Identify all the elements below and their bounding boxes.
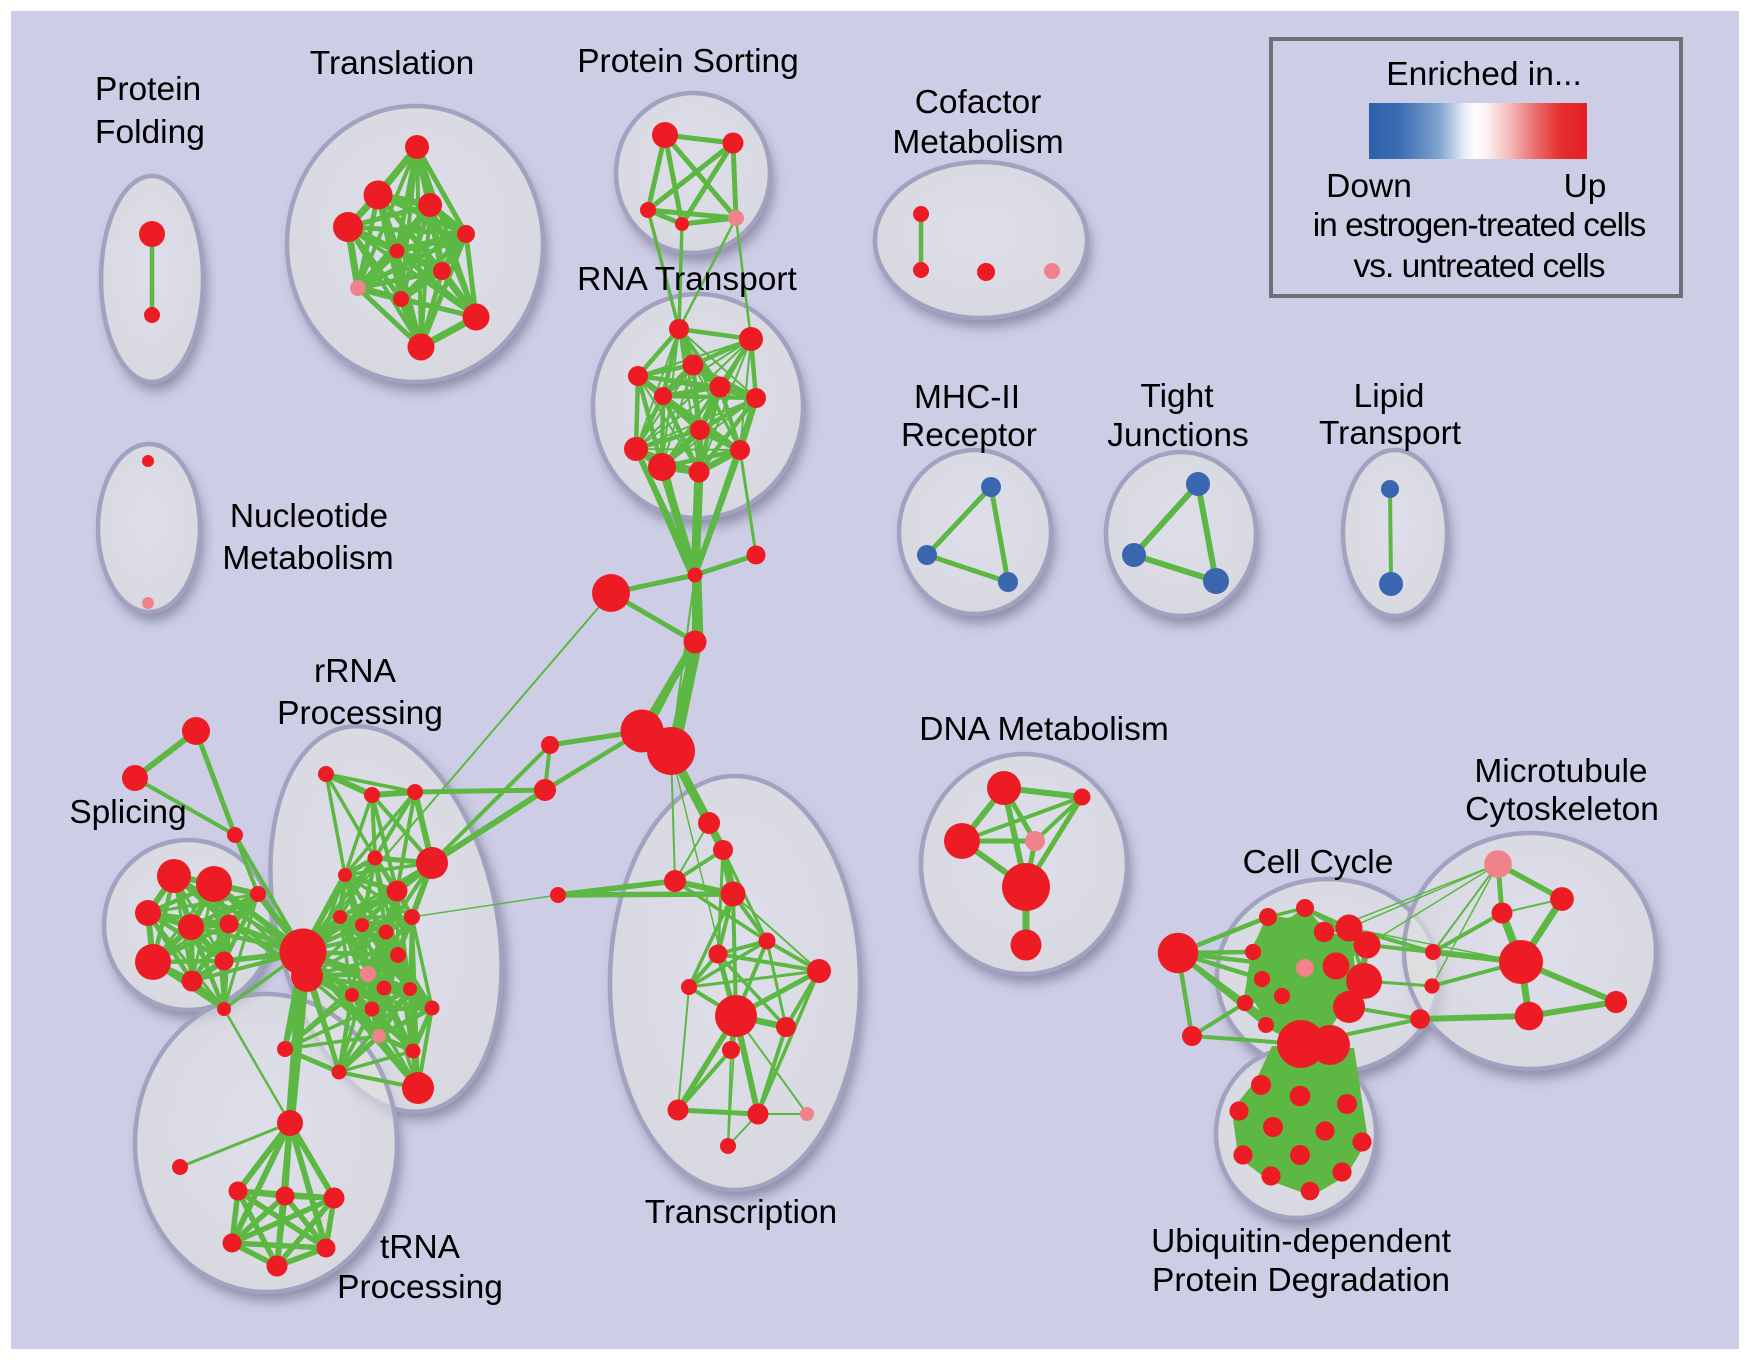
- svg-text:Nucleotide: Nucleotide: [230, 498, 388, 535]
- svg-text:Down: Down: [1326, 168, 1412, 205]
- svg-text:tRNA: tRNA: [380, 1229, 461, 1266]
- svg-text:Processing: Processing: [277, 695, 443, 732]
- svg-text:Processing: Processing: [337, 1269, 503, 1306]
- svg-text:in estrogen-treated cells: in estrogen-treated cells: [1313, 207, 1646, 244]
- svg-text:MHC-II: MHC-II: [914, 379, 1020, 416]
- svg-text:vs. untreated cells: vs. untreated cells: [1354, 248, 1605, 285]
- svg-text:Folding: Folding: [95, 114, 205, 151]
- svg-text:Microtubule: Microtubule: [1474, 753, 1647, 790]
- svg-text:Translation: Translation: [310, 45, 474, 82]
- svg-text:Protein: Protein: [95, 71, 201, 108]
- svg-text:Ubiquitin-dependent: Ubiquitin-dependent: [1151, 1223, 1452, 1260]
- svg-text:Splicing: Splicing: [69, 794, 186, 831]
- svg-text:RNA Transport: RNA Transport: [577, 261, 797, 298]
- svg-text:Metabolism: Metabolism: [892, 124, 1063, 161]
- svg-text:Transport: Transport: [1319, 415, 1462, 452]
- svg-text:Transcription: Transcription: [645, 1194, 837, 1231]
- svg-text:Cofactor: Cofactor: [915, 84, 1042, 121]
- svg-text:Cell Cycle: Cell Cycle: [1243, 844, 1394, 881]
- svg-text:Protein Degradation: Protein Degradation: [1152, 1262, 1450, 1299]
- svg-text:Receptor: Receptor: [901, 417, 1037, 454]
- svg-text:Junctions: Junctions: [1107, 417, 1249, 454]
- svg-text:DNA Metabolism: DNA Metabolism: [919, 711, 1168, 748]
- svg-text:Protein Sorting: Protein Sorting: [577, 43, 799, 80]
- svg-text:Up: Up: [1564, 168, 1607, 205]
- svg-text:Tight: Tight: [1140, 378, 1214, 415]
- svg-text:Cytoskeleton: Cytoskeleton: [1465, 791, 1659, 828]
- svg-text:rRNA: rRNA: [314, 653, 397, 690]
- svg-text:Lipid: Lipid: [1354, 378, 1425, 415]
- svg-text:Enriched in...: Enriched in...: [1386, 56, 1582, 93]
- svg-text:Metabolism: Metabolism: [222, 540, 393, 577]
